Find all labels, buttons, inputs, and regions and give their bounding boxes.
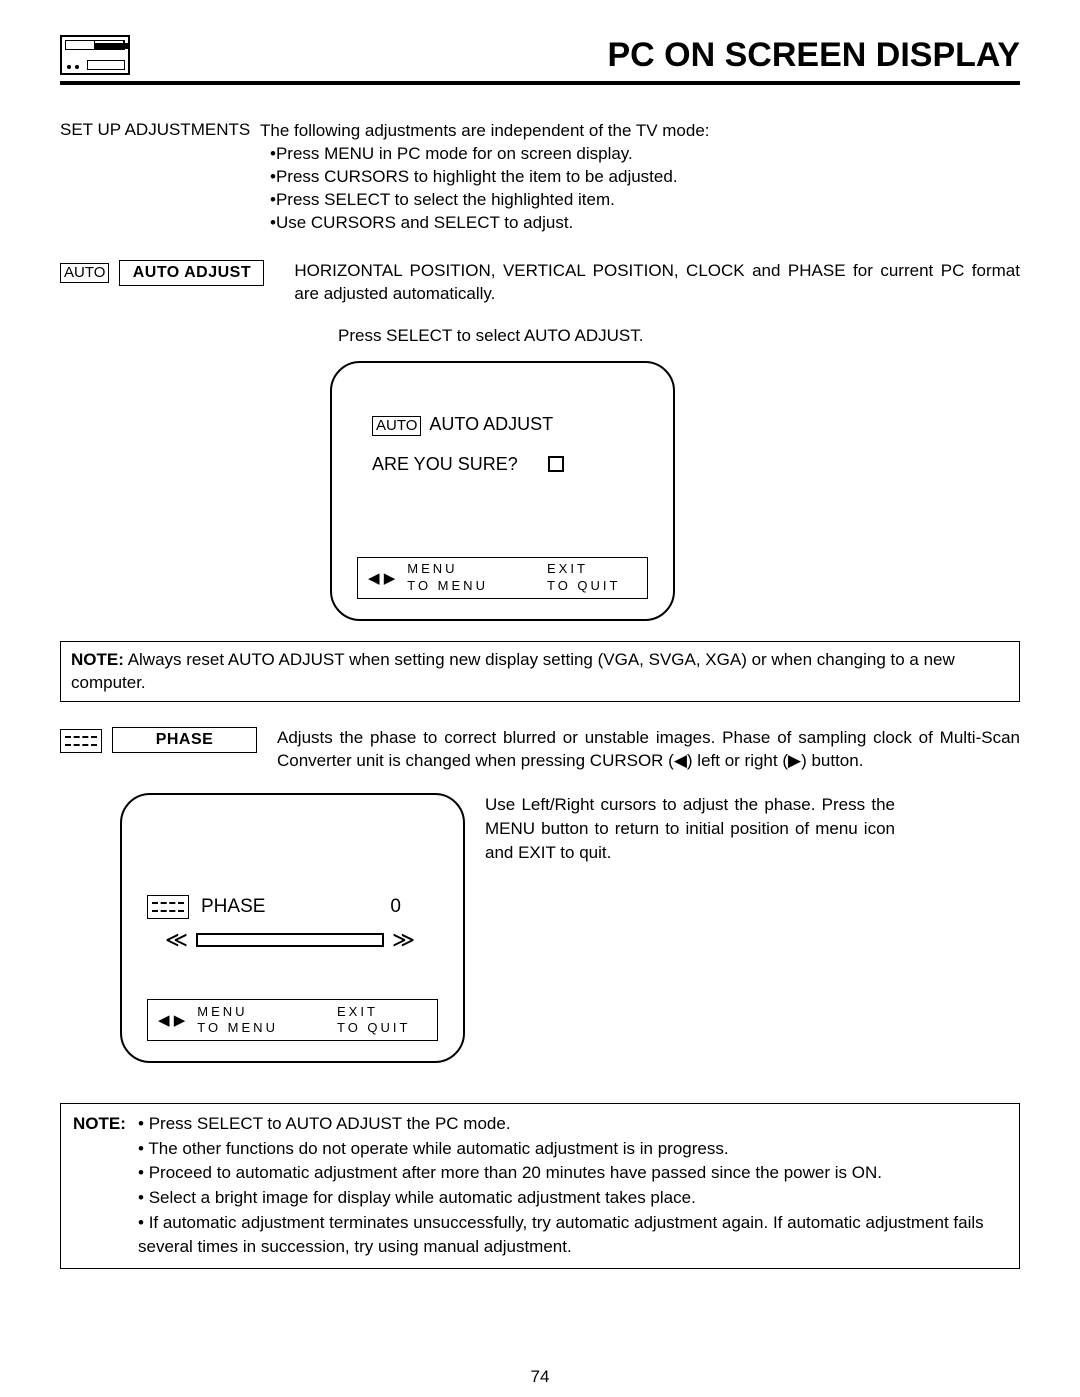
osd-phase-slider: ≪ ≫ — [147, 929, 433, 951]
note-2-item: Select a bright image for display while … — [138, 1186, 1007, 1211]
osd-phase-screen: PHASE 0 ≪ ≫ ◀ ▶ MENU TO MENU EXIT TO QUI… — [120, 793, 465, 1063]
note-2-item: Press SELECT to AUTO ADJUST the PC mode. — [138, 1112, 1007, 1137]
intro-heading: SET UP ADJUSTMENTS — [60, 120, 260, 235]
phase-body: PHASE 0 ≪ ≫ ◀ ▶ MENU TO MENU EXIT TO QUI… — [60, 793, 1020, 1063]
chevron-right-icon: ≫ — [392, 929, 415, 951]
osd-footer: ◀ ▶ MENU TO MENU EXIT TO QUIT — [357, 557, 648, 599]
arrows-icon: ◀ ▶ — [368, 569, 395, 587]
note-2-list: Press SELECT to AUTO ADJUST the PC mode.… — [138, 1112, 1007, 1260]
osd-exit-col: EXIT TO QUIT — [547, 562, 637, 593]
osd-auto-screen: AUTO AUTO ADJUST ARE YOU SURE? ◀ ▶ MENU … — [330, 361, 675, 621]
page-title: PC ON SCREEN DISPLAY — [608, 36, 1021, 75]
device-icon — [60, 35, 130, 75]
note-box-2: NOTE: Press SELECT to AUTO ADJUST the PC… — [60, 1103, 1020, 1269]
osd-exit-col: EXIT TO QUIT — [337, 1005, 427, 1036]
note-2-item: Proceed to automatic adjustment after mo… — [138, 1161, 1007, 1186]
osd-auto-title-row: AUTO AUTO ADJUST — [372, 413, 643, 436]
auto-tag-icon: AUTO — [372, 416, 421, 436]
osd-menu-col: MENU TO MENU — [197, 1005, 337, 1036]
auto-tag-icon: AUTO — [60, 263, 109, 283]
intro-section: SET UP ADJUSTMENTS The following adjustm… — [60, 120, 1020, 235]
auto-adjust-sub: Press SELECT to select AUTO ADJUST. — [338, 326, 1020, 346]
intro-lead: The following adjustments are independen… — [260, 120, 1020, 143]
arrows-icon: ◀ ▶ — [158, 1011, 185, 1029]
intro-bullet: •Press SELECT to select the highlighted … — [270, 189, 1020, 212]
osd-phase-title-row: PHASE 0 — [147, 895, 433, 919]
note-box-1: NOTE: Always reset AUTO ADJUST when sett… — [60, 641, 1020, 703]
osd-auto-prompt: ARE YOU SURE? — [372, 454, 518, 475]
note-2-item: If automatic adjustment terminates unsuc… — [138, 1211, 1007, 1260]
osd-phase-value: 0 — [390, 896, 401, 918]
auto-adjust-desc: HORIZONTAL POSITION, VERTICAL POSITION, … — [294, 260, 1020, 306]
auto-adjust-row: AUTO AUTO ADJUST HORIZONTAL POSITION, VE… — [60, 260, 1020, 306]
osd-menu-col: MENU TO MENU — [407, 562, 547, 593]
chevron-left-icon: ≪ — [165, 929, 188, 951]
slider-bar — [196, 933, 384, 947]
phase-desc: Adjusts the phase to correct blurred or … — [277, 727, 1020, 773]
intro-bullet: •Press CURSORS to highlight the item to … — [270, 166, 1020, 189]
osd-auto-prompt-row: ARE YOU SURE? — [372, 454, 643, 475]
osd-auto-title: AUTO ADJUST — [429, 414, 553, 435]
checkbox-icon — [548, 456, 564, 472]
osd-footer: ◀ ▶ MENU TO MENU EXIT TO QUIT — [147, 999, 438, 1041]
intro-bullet: •Press MENU in PC mode for on screen dis… — [270, 143, 1020, 166]
note-1-text: Always reset AUTO ADJUST when setting ne… — [71, 650, 955, 693]
auto-adjust-label: AUTO ADJUST — [119, 260, 264, 286]
phase-row: PHASE Adjusts the phase to correct blurr… — [60, 727, 1020, 773]
phase-icon — [60, 729, 102, 753]
page-header: PC ON SCREEN DISPLAY — [60, 35, 1020, 85]
phase-icon — [147, 895, 189, 919]
phase-instruction: Use Left/Right cursors to adjust the pha… — [485, 793, 895, 864]
intro-bullet: •Use CURSORS and SELECT to adjust. — [270, 212, 1020, 235]
intro-body: The following adjustments are independen… — [260, 120, 1020, 235]
page-number: 74 — [0, 1367, 1080, 1387]
phase-label: PHASE — [112, 727, 257, 753]
note-2-item: The other functions do not operate while… — [138, 1137, 1007, 1162]
osd-phase-title: PHASE — [201, 896, 265, 918]
note-2-label: NOTE: — [73, 1112, 138, 1260]
